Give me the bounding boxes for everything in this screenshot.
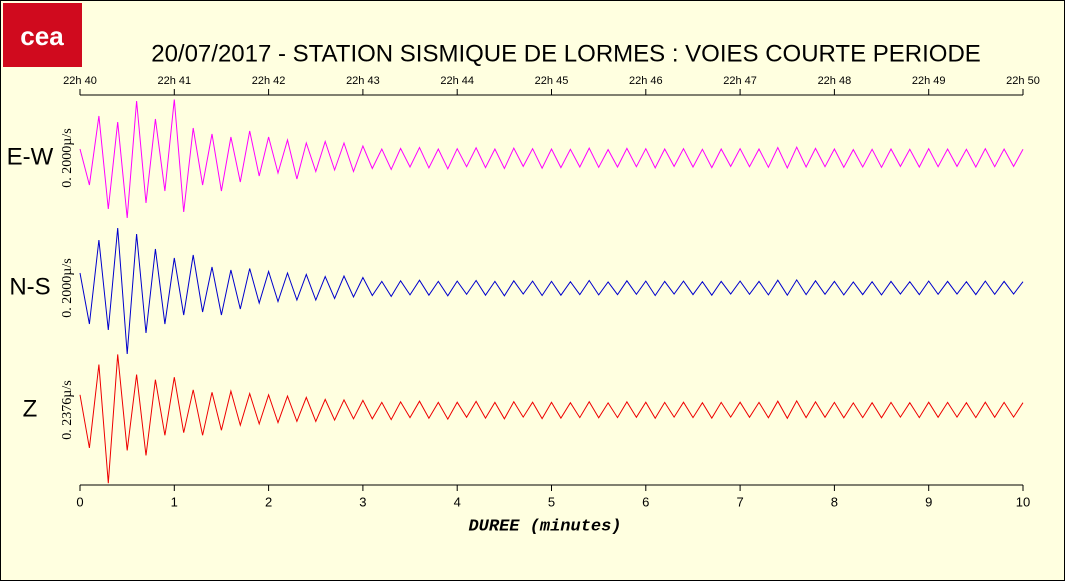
x-tick-label: 0 bbox=[76, 494, 83, 509]
scale-label: 0. 2376µ/s bbox=[60, 380, 75, 439]
x-tick-label: 8 bbox=[831, 494, 838, 509]
x-tick-label: 7 bbox=[736, 494, 743, 509]
x2-tick-label: 22h 43 bbox=[346, 75, 380, 87]
x-tick-label: 6 bbox=[642, 494, 649, 509]
trace bbox=[79, 354, 1024, 484]
series-label: E-W bbox=[7, 143, 54, 170]
x2-tick-label: 22h 49 bbox=[912, 75, 946, 87]
x-tick-label: 1 bbox=[171, 494, 178, 509]
x-axis-title: DUREE (minutes) bbox=[468, 517, 621, 536]
x-tick-label: 2 bbox=[265, 494, 272, 509]
chart-title: 20/07/2017 - STATION SISMIQUE DE LORMES … bbox=[151, 40, 981, 67]
x2-tick-label: 22h 48 bbox=[818, 75, 852, 87]
series-label: N-S bbox=[9, 273, 50, 300]
x2-tick-label: 22h 41 bbox=[157, 75, 191, 87]
x2-tick-label: 22h 47 bbox=[723, 75, 757, 87]
x2-tick-label: 22h 42 bbox=[252, 75, 286, 87]
trace bbox=[79, 227, 1024, 355]
scale-label: 0. 2000µ/s bbox=[60, 258, 75, 317]
x2-tick-label: 22h 50 bbox=[1006, 75, 1040, 87]
x-tick-label: 3 bbox=[359, 494, 366, 509]
trace bbox=[79, 99, 1024, 219]
x-tick-label: 10 bbox=[1016, 494, 1030, 509]
x2-tick-label: 22h 45 bbox=[535, 75, 569, 87]
logo: cea bbox=[20, 21, 64, 51]
logo-box bbox=[3, 3, 82, 67]
x2-tick-label: 22h 46 bbox=[629, 75, 663, 87]
x2-tick-label: 22h 44 bbox=[440, 75, 474, 87]
x-tick-label: 9 bbox=[925, 494, 932, 509]
series-label: Z bbox=[23, 395, 38, 422]
scale-label: 0. 2000µ/s bbox=[60, 128, 75, 187]
x2-tick-label: 22h 40 bbox=[63, 75, 97, 87]
x-tick-label: 5 bbox=[548, 494, 555, 509]
x-tick-label: 4 bbox=[454, 494, 461, 509]
